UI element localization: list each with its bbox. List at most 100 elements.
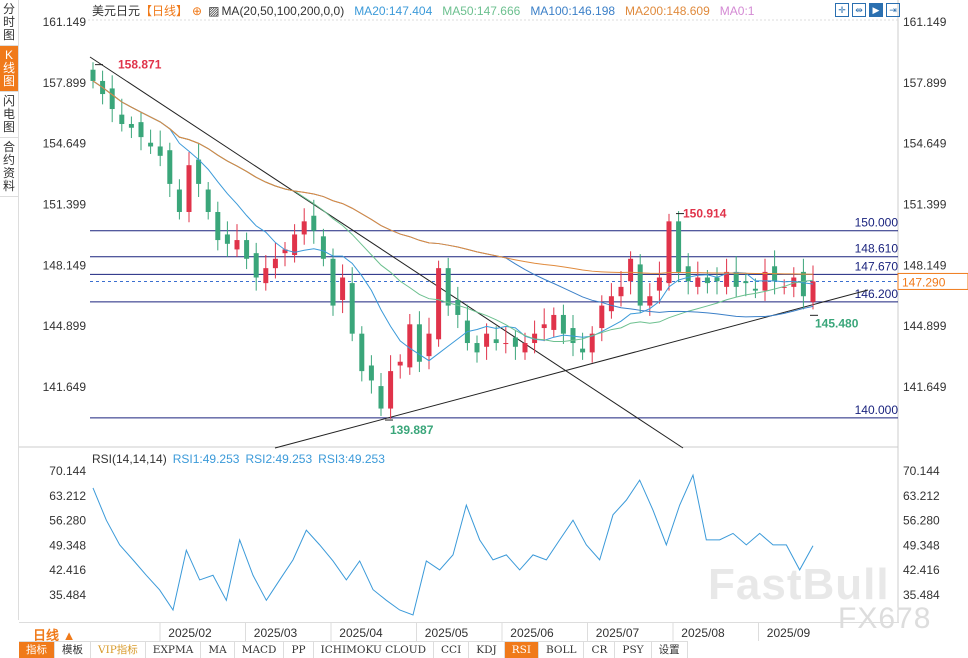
price-tick-left: 154.649: [43, 137, 87, 151]
candle-body: [224, 234, 230, 244]
candle-body: [532, 333, 538, 344]
candle-body: [263, 268, 269, 284]
candle-body: [599, 305, 605, 329]
rsi-tick-left: 49.348: [49, 538, 86, 552]
toolbar-button-11[interactable]: BOLL: [539, 642, 585, 658]
candle-body: [704, 277, 710, 284]
rsi1-value: RSI1:49.253: [172, 452, 240, 466]
candle-body: [359, 333, 365, 372]
toolbar-button-7[interactable]: ICHIMOKU CLOUD: [314, 642, 435, 658]
price-tick-right: 151.399: [903, 198, 947, 212]
price-tick-left: 141.649: [43, 380, 87, 394]
toolbar-button-14[interactable]: 设置: [652, 642, 688, 658]
rsi-tick-left: 63.212: [49, 489, 86, 503]
tab-timeshare[interactable]: 分时图: [0, 0, 18, 46]
candle-body: [320, 236, 326, 259]
candle-body: [503, 343, 509, 345]
rsi-tick-right: 35.484: [903, 588, 940, 602]
candle-body: [416, 324, 422, 362]
rsi3-value: RSI3:49.253: [318, 452, 385, 466]
zoom-range-icon[interactable]: ⇹: [852, 3, 866, 17]
candle-body: [167, 150, 173, 184]
candle-body: [397, 361, 403, 366]
tab-flash[interactable]: 闪电图: [0, 92, 18, 138]
candle-body: [810, 281, 816, 302]
price-tick-left: 161.149: [43, 15, 87, 29]
toolbar-button-3[interactable]: EXPMA: [146, 642, 202, 658]
x-tick-label: 2025/08: [681, 626, 725, 640]
toolbar-button-12[interactable]: CR: [584, 642, 616, 658]
exit-icon[interactable]: ⇥: [886, 3, 900, 17]
rsi-header: RSI(14,14,14) RSI1:49.253 RSI2:49.253 RSI3:…: [92, 452, 391, 466]
hline-label: 140.000: [855, 403, 899, 417]
ma100-value: MA100:146.198: [530, 4, 616, 18]
candle-body: [186, 165, 192, 212]
candle-body: [292, 234, 298, 256]
toolbar-button-9[interactable]: KDJ: [469, 642, 505, 658]
candle-body: [205, 189, 211, 212]
rsi-params: RSI(14,14,14): [92, 452, 167, 466]
candle-body: [560, 314, 566, 334]
candle-body: [743, 281, 749, 284]
toolbar-button-6[interactable]: PP: [284, 642, 314, 658]
candle-body: [109, 88, 115, 110]
candle-body: [119, 114, 125, 125]
ma200-line: [92, 80, 814, 275]
candle-body: [589, 333, 595, 353]
candle-body: [378, 386, 384, 409]
toolbar-button-13[interactable]: PSY: [615, 642, 652, 658]
toolbar-button-10[interactable]: RSI: [504, 642, 539, 658]
candle-body: [791, 277, 797, 287]
crosshair-icon[interactable]: ✛: [835, 3, 849, 17]
price-tick-left: 144.899: [43, 319, 87, 333]
candle-body: [580, 348, 586, 353]
toolbar-button-4[interactable]: MA: [201, 642, 235, 658]
candle-body: [340, 277, 346, 300]
rsi-tick-left: 70.144: [49, 464, 86, 478]
rsi2-value: RSI2:49.253: [245, 452, 313, 466]
candle-body: [272, 258, 278, 269]
toolbar-button-8[interactable]: CCI: [434, 642, 470, 658]
play-icon[interactable]: ▶: [869, 3, 883, 17]
rsi-tick-right: 63.212: [903, 489, 940, 503]
candle-body: [138, 122, 144, 138]
period-selector[interactable]: 日线 ▲: [33, 628, 76, 643]
x-tick-label: 2025/05: [425, 626, 469, 640]
candle-body: [628, 258, 634, 282]
chart-tools: ✛ ⇹ ▶ ⇥: [835, 3, 900, 17]
toolbar-button-5[interactable]: MACD: [235, 642, 285, 658]
candle-body: [474, 343, 480, 353]
candle-body: [244, 240, 250, 259]
rsi-tick-left: 56.280: [49, 514, 86, 528]
hline-label: 146.200: [855, 287, 899, 301]
indicator-icon[interactable]: ▨: [208, 4, 220, 18]
watermark-fastbull: FastBull: [708, 560, 890, 609]
x-tick-label: 2025/02: [168, 626, 212, 640]
hline-label: 147.670: [855, 259, 899, 273]
candle-body: [637, 264, 643, 306]
candle-body: [128, 124, 134, 128]
settings-icon[interactable]: ⊕: [192, 4, 203, 18]
candle-body: [512, 337, 518, 347]
toolbar-button-0[interactable]: 指标: [19, 642, 55, 658]
candle-body: [407, 324, 413, 368]
candle-body: [311, 215, 317, 231]
ma20-value: MA20:147.404: [354, 4, 433, 18]
ma50-value: MA50:147.666: [442, 4, 521, 18]
candle-body: [781, 286, 787, 288]
candle-body: [752, 288, 758, 291]
toolbar-button-1[interactable]: 模板: [55, 642, 91, 658]
candle-body: [301, 221, 307, 235]
ma0-value: MA0:1: [719, 4, 755, 18]
candle-body: [282, 249, 288, 254]
indicator-toolbar: 指标 模板 VIP指标 EXPMA MA MACD PP ICHIMOKU CLOUD CCI K…: [19, 641, 688, 658]
annotation-label: 145.480: [815, 316, 859, 330]
annotation-label: 139.887: [390, 423, 434, 437]
tab-kline[interactable]: K线图: [0, 46, 18, 92]
candle-body: [733, 271, 739, 287]
x-tick-label: 2025/09: [767, 626, 811, 640]
toolbar-button-2[interactable]: VIP指标: [91, 642, 146, 658]
tab-contract-info[interactable]: 合约资料: [0, 138, 18, 197]
candle-body: [724, 271, 730, 287]
